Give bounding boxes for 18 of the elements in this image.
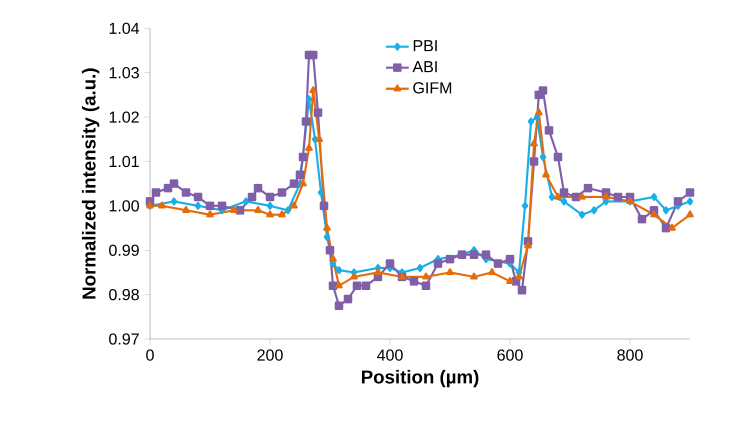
y-tick-label: 1.03 — [110, 67, 139, 78]
y-tick-label: 0.97 — [109, 333, 139, 345]
x-tick-label: 800 — [617, 349, 643, 361]
y-tick-label: 0.98 — [109, 288, 139, 300]
y-tick-label: 1.04 — [110, 22, 140, 34]
y-tick-label: 1.01 — [110, 156, 139, 168]
x-axis-title: Position (µm) — [362, 370, 478, 388]
legend-label: ABI — [412, 61, 437, 72]
y-tick-label: 1.00 — [110, 200, 139, 212]
y-tick-label: 0.99 — [109, 244, 139, 256]
legend-label: GIFM — [413, 82, 452, 94]
x-tick-label: 600 — [497, 349, 523, 361]
y-tick-label: 1.02 — [110, 111, 139, 123]
x-tick-label: 0 — [146, 349, 154, 361]
y-axis-title: Normalized intensity (a.u.) — [82, 68, 100, 299]
legend-label: PBI — [414, 40, 437, 52]
x-tick-label: 400 — [377, 349, 403, 361]
x-tick-label: 200 — [257, 349, 283, 361]
